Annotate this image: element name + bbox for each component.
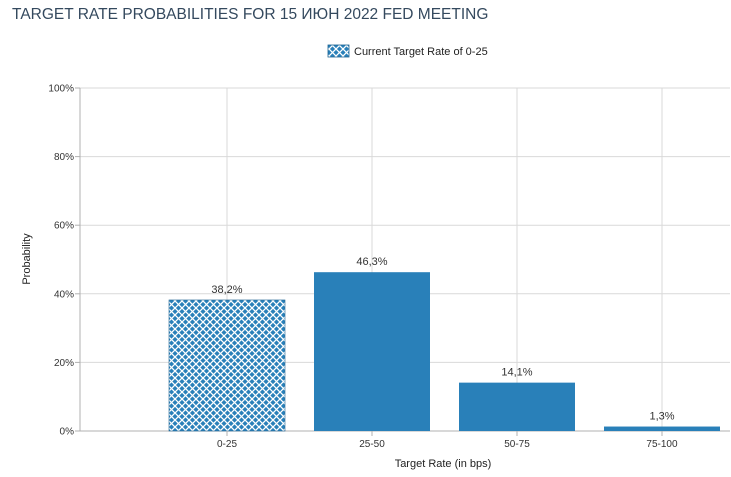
data-labels: 38,2% 46,3% 14,1% 1,3%: [211, 256, 674, 422]
y-axis-title: Probability: [21, 233, 33, 285]
bar-25-50[interactable]: [314, 272, 430, 431]
bar-50-75[interactable]: [459, 382, 575, 431]
x-axis-title: Target Rate (in bps): [395, 458, 492, 470]
bar-0-25[interactable]: [168, 299, 286, 432]
y-tick-label: 40%: [54, 289, 74, 300]
legend[interactable]: Current Target Rate of 0-25: [327, 44, 488, 58]
data-label: 38,2%: [211, 284, 242, 296]
legend-label: Current Target Rate of 0-25: [354, 46, 488, 58]
data-label: 46,3%: [356, 256, 387, 268]
x-tick-label: 25-50: [359, 439, 385, 450]
chart-title: TARGET RATE PROBABILITIES FOR 15 ИЮН 202…: [12, 6, 489, 23]
y-tick-label: 80%: [54, 152, 74, 163]
bar-75-100[interactable]: [604, 426, 720, 431]
data-label: 1,3%: [649, 411, 674, 423]
y-tick-label: 60%: [54, 221, 74, 232]
bars: [168, 272, 720, 432]
x-axis-ticks: 0-25 25-50 50-75 75-100: [217, 431, 678, 450]
legend-swatch: [327, 44, 350, 58]
x-tick-label: 50-75: [504, 439, 530, 450]
x-tick-label: 0-25: [217, 439, 237, 450]
data-label: 14,1%: [501, 367, 532, 379]
x-tick-label: 75-100: [646, 439, 678, 450]
y-tick-label: 100%: [48, 84, 74, 95]
y-axis-ticks: 0% 20% 40% 60% 80% 100%: [48, 84, 80, 438]
y-tick-label: 20%: [54, 358, 74, 369]
y-tick-label: 0%: [60, 427, 75, 438]
